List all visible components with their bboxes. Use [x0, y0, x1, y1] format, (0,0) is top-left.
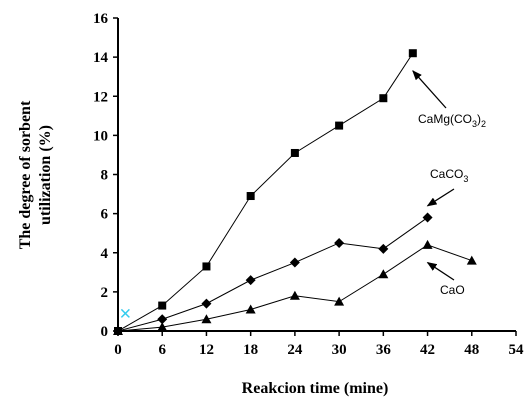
- data-point-triangle: [113, 326, 123, 335]
- annotation-label: CaO: [440, 283, 465, 297]
- y-tick-label: 4: [101, 246, 109, 262]
- data-point-triangle: [289, 290, 300, 300]
- x-tick-label: 42: [420, 342, 435, 358]
- data-point-square: [158, 301, 167, 310]
- x-tick-label: 24: [287, 342, 303, 358]
- y-tick-label: 6: [101, 207, 109, 223]
- data-point-triangle: [378, 269, 389, 279]
- data-point-diamond: [289, 257, 300, 268]
- data-point-triangle: [157, 322, 168, 332]
- x-tick-label: 0: [114, 342, 122, 358]
- data-point-diamond: [378, 243, 389, 254]
- x-axis-title: Reakcion time (mine): [242, 380, 389, 397]
- annotation-arrow: [426, 188, 455, 207]
- data-point-square: [290, 148, 299, 157]
- series-line-1: [117, 52, 414, 332]
- y-tick-label: 14: [93, 50, 109, 66]
- series-line-2: [117, 217, 428, 332]
- data-point-square: [408, 49, 417, 58]
- data-point-square: [335, 121, 344, 130]
- y-tick-label: 8: [101, 168, 109, 184]
- y-tick-label: 12: [93, 89, 108, 105]
- y-axis-title-line2: utilization (%): [37, 125, 54, 225]
- annotation-label: CaMg(CO3)2: [418, 112, 486, 129]
- data-point-diamond: [422, 212, 433, 223]
- data-point-triangle: [334, 296, 345, 306]
- data-point-triangle: [245, 304, 256, 314]
- data-point-square: [202, 262, 211, 271]
- x-tick-label: 54: [509, 342, 525, 358]
- data-point-diamond: [201, 298, 212, 309]
- data-point-triangle: [201, 314, 212, 324]
- x-tick-label: 30: [332, 342, 347, 358]
- y-axis-title-line1: The degree of sorbent: [17, 100, 34, 249]
- y-tick-label: 10: [93, 128, 108, 144]
- annotation-arrow: [426, 261, 455, 281]
- y-tick-label: 0: [101, 324, 109, 340]
- data-point-square: [246, 192, 255, 201]
- data-point-x: [120, 308, 130, 318]
- data-point-triangle: [422, 239, 433, 249]
- data-point-diamond: [245, 275, 256, 286]
- annotation-arrow: [412, 70, 447, 109]
- data-point-diamond: [334, 237, 345, 248]
- data-point-square: [379, 94, 388, 103]
- y-tick-label: 2: [101, 285, 109, 301]
- x-tick-label: 36: [376, 342, 392, 358]
- x-tick-label: 12: [199, 342, 214, 358]
- x-tick-label: 6: [158, 342, 166, 358]
- x-tick-label: 18: [243, 342, 258, 358]
- data-point-triangle: [466, 255, 477, 265]
- x-tick-label: 48: [464, 342, 479, 358]
- annotation-label: CaCO3: [430, 167, 468, 184]
- y-tick-label: 16: [93, 11, 109, 27]
- data-point-diamond: [157, 314, 168, 325]
